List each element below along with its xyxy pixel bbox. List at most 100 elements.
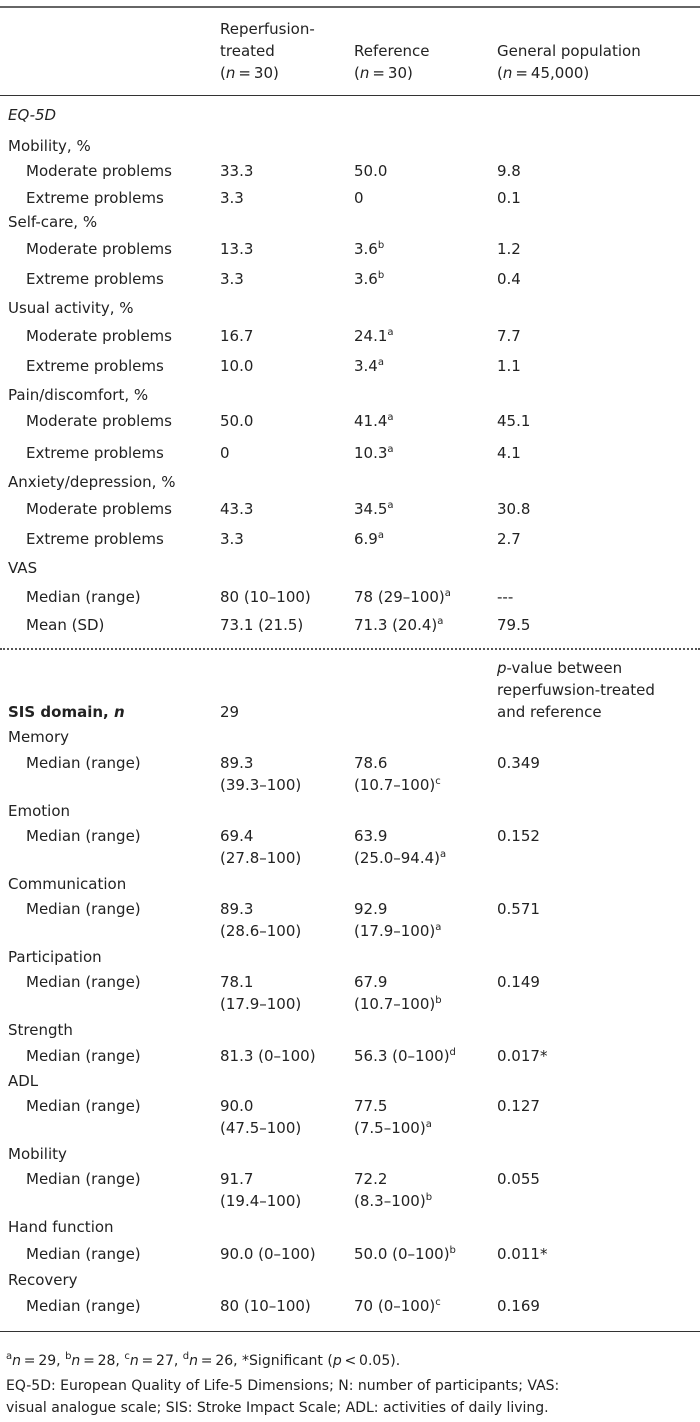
cell: (17.9–100)a [354,921,441,941]
cell: 0.017* [497,1046,547,1066]
text: 10.3 [354,444,388,462]
superscript: a [425,1119,432,1130]
text: (17.9–100) [354,922,436,940]
cell: (8.3–100)b [354,1191,432,1211]
column-header: Reference [354,41,430,61]
cell: 10.3a [354,443,394,463]
text: 89.3 [220,900,254,918]
column-header: (n = 30) [220,63,279,83]
text: = 26, *Significant ( [198,1353,333,1369]
superscript: a [440,849,447,860]
text: 69.4 [220,827,254,845]
superscript: a [387,500,394,511]
text: 0.4 [497,270,521,288]
text: (28.6–100) [220,922,302,940]
cell: reperfuwsion-treated [497,680,655,700]
text: 10.0 [220,357,254,375]
superscript: a [6,1351,13,1362]
footnote: EQ-5D: European Quality of Life-5 Dimens… [6,1376,559,1396]
text: Mobility, % [8,137,91,155]
text: 0.011* [497,1245,548,1263]
cell: 0 [354,188,364,208]
text: (7.5–100) [354,1119,426,1137]
text: (39.3–100) [220,776,302,794]
text: -value between [506,659,623,677]
text: ADL [8,1072,39,1090]
superscript: a [387,444,394,455]
text: Median (range) [26,754,141,772]
text: 80 (10–100) [220,588,311,606]
text: Mobility [8,1145,67,1163]
cell: (39.3–100) [220,775,301,795]
cell: 50.0 (0–100)b [354,1244,456,1264]
bottom-rule [0,1331,700,1332]
text: Moderate problems [26,412,172,430]
cell: 3.6b [354,239,384,259]
cell: 0 [220,443,230,463]
cell: 91.7 [220,1169,253,1189]
cell: 77.5 [354,1096,387,1116]
text: 13.3 [220,240,254,258]
cell: 90.0 (0–100) [220,1244,316,1264]
header-rule [0,95,700,96]
text: (47.5–100) [220,1119,302,1137]
cell: (10.7–100)b [354,994,442,1014]
text: Self-care, % [8,213,98,231]
text: 0.055 [497,1170,540,1188]
styled-text: n [129,1353,139,1369]
superscript: b [435,995,442,1006]
styled-text: p [332,1353,342,1369]
row-label: EQ-5D [8,105,56,125]
text: 16.7 [220,327,254,345]
superscript: d [449,1047,456,1058]
cell: 0.1 [497,188,521,208]
superscript: a [444,588,451,599]
row-label: Participation [8,947,102,967]
styled-text: n [359,64,370,82]
text: 67.9 [354,973,388,991]
text: Extreme problems [26,530,164,548]
cell: 24.1a [354,326,394,346]
styled-text: n [502,64,513,82]
text: 29 [220,703,240,721]
text: 0 [354,189,364,207]
footnote: visual analogue scale; SIS: Stroke Impac… [6,1398,549,1418]
row-label: Median (range) [26,1096,141,1116]
column-header: treated [220,41,275,61]
text: and reference [497,703,602,721]
cell: 3.3 [220,269,244,289]
cell: 56.3 (0–100)d [354,1046,456,1066]
text: 3.3 [220,270,244,288]
row-label: SIS domain, n [8,702,125,722]
superscript: d [182,1351,190,1362]
text: Recovery [8,1271,78,1289]
cell: 70 (0–100)c [354,1296,441,1316]
superscript: a [377,530,384,541]
text: Median (range) [26,1297,141,1315]
cell: 0.011* [497,1244,547,1264]
text: 78.1 [220,973,254,991]
column-header: (n = 45,000) [497,63,589,83]
cell: p-value between [497,658,622,678]
text: 1.1 [497,357,521,375]
cell: 72.2 [354,1169,387,1189]
text: (19.4–100) [220,1192,302,1210]
text: Hand function [8,1218,114,1236]
superscript: a [387,327,394,338]
row-label: Anxiety/depression, % [8,472,175,492]
row-label: Median (range) [26,1244,141,1264]
superscript: b [425,1192,433,1203]
text: Extreme problems [26,270,164,288]
cell: (25.0–94.4)a [354,848,446,868]
column-header: (n = 30) [354,63,413,83]
text: Median (range) [26,588,141,606]
text: = 27, [138,1353,183,1369]
cell: 73.1 (21.5) [220,615,303,635]
text: 92.9 [354,900,388,918]
row-label: Median (range) [26,972,141,992]
row-label: Communication [8,874,126,894]
superscript: b [377,270,385,281]
text: Pain/discomfort, % [8,386,149,404]
row-label: VAS [8,558,37,578]
text: 90.0 (0–100) [220,1245,316,1263]
